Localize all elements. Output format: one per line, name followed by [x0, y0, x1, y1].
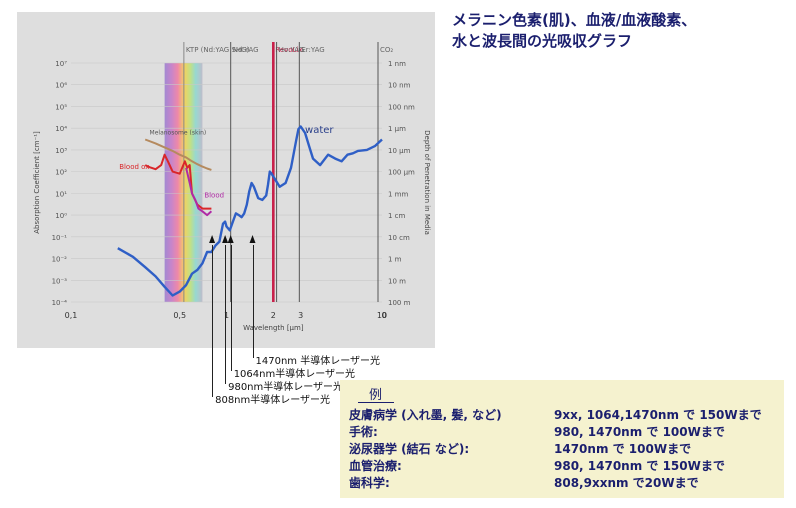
annotation-leader-line: [252, 245, 254, 358]
example-row: 手術: 980, 1470nm で 100Wまで: [349, 423, 779, 440]
title-line-1: メラニン色素(肌)、血液/血液酸素、: [452, 11, 697, 29]
series-line: [117, 125, 383, 297]
example-box: 例 皮膚病学 (入れ墨, 髪, など) 9xx, 1064,1470nm で 15…: [340, 380, 784, 498]
x-axis-label: Wavelength [µm]: [243, 324, 304, 332]
example-heading: 例: [369, 388, 383, 403]
x-tick-label: 0,5: [173, 311, 186, 320]
chart-canvas: 10⁷ 10⁶ 10⁵ 10⁴ 10³ 10² 10¹ 10⁰ 10⁻¹ 10⁻² 10⁻³ 10⁻⁴…: [33, 42, 431, 332]
example-row-value: 9xx, 1064,1470nm で 150Wまで: [554, 408, 762, 422]
laser-marker-label: RevoLix: [275, 46, 302, 54]
series-line: [144, 138, 212, 171]
annotation-label: 808nm半導体レーザー光: [215, 395, 331, 406]
annotation-leader-line: [225, 245, 227, 384]
y-tick-label: 10⁻¹: [52, 234, 68, 242]
wavelength-arrow: [227, 235, 234, 243]
example-row-value: 980, 1470nm で 150Wまで: [554, 459, 725, 473]
annotation-label: 980nm半導体レーザー光: [228, 382, 344, 393]
x-tick-label: 10: [377, 311, 387, 320]
example-heading-underline: [358, 402, 394, 403]
y-tick-label: 10²: [55, 169, 67, 177]
series-label: Blood: [204, 191, 224, 199]
y2-tick-label: 1 m: [388, 256, 402, 264]
y-tick-label: 10⁰: [55, 212, 67, 220]
annotation-label: 1064nm半導体レーザー光: [233, 369, 356, 380]
wavelength-arrow: [209, 235, 216, 243]
example-row-value: 1470nm で 100Wまで: [554, 442, 692, 456]
y2-tick-label: 100 µm: [388, 169, 415, 177]
x-tick-label: 2: [271, 311, 276, 320]
y-tick-label: 10⁷: [55, 60, 67, 68]
wavelength-arrow: [249, 235, 256, 243]
y-tick-label: 10⁴: [55, 125, 67, 133]
example-row-value: 808,9xxnm で20Wまで: [554, 476, 699, 490]
example-row-label: 手術:: [349, 425, 378, 439]
wavelength-arrow: [222, 235, 229, 243]
example-row-value: 980, 1470nm で 100Wまで: [554, 425, 725, 439]
y2-tick-label: 10 nm: [388, 82, 411, 90]
x-tick-label: 0,1: [65, 311, 78, 320]
y-tick-label: 10⁻³: [52, 277, 68, 285]
laser-marker-label: KTP (Nd:YAG SHG): [186, 46, 250, 54]
y-tick-label: 10³: [55, 147, 67, 155]
annotation-leader-line: [230, 245, 232, 371]
series-line: [144, 153, 212, 210]
laser-marker-label: Er:YAG: [301, 46, 324, 54]
y2-tick-label: 10 cm: [388, 234, 410, 242]
annotation-label: 1470nm 半導体レーザー光: [255, 356, 381, 367]
example-row-label: 泌尿器学 (結石 など):: [349, 442, 470, 456]
example-row-label: 皮膚病学 (入れ墨, 髪, など): [349, 408, 502, 422]
y2-tick-label: 100 nm: [388, 103, 415, 111]
series-line: [185, 167, 213, 217]
example-row-label: 血管治療:: [349, 459, 402, 473]
y-tick-label: 10¹: [55, 190, 67, 198]
y2-tick-label: 1 µm: [388, 125, 406, 133]
y-axis-label: Absorption Coefficient [cm⁻¹]: [33, 131, 41, 234]
annotation-leader-line: [212, 245, 214, 397]
laser-marker-label: Ho:YAG: [279, 46, 305, 54]
series-label: Melanosome (skin): [150, 130, 207, 137]
y2-tick-label: 100 m: [388, 299, 411, 307]
y2-tick-label: 10 m: [388, 277, 406, 285]
y2-tick-label: 1 nm: [388, 60, 406, 68]
y2-tick-label: 1 cm: [388, 212, 406, 220]
y-tick-label: 10⁵: [55, 103, 67, 111]
series-label: water: [305, 125, 334, 136]
example-row-label: 歯科学:: [349, 476, 390, 490]
laser-marker-label: CO₂: [380, 46, 393, 54]
example-row: 皮膚病学 (入れ墨, 髪, など) 9xx, 1064,1470nm で 150W…: [349, 406, 779, 423]
y-tick-label: 10⁻²: [52, 256, 68, 264]
y2-tick-label: 10 µm: [388, 147, 411, 155]
y2-axis-label: Depth of Penetration in Media: [423, 130, 431, 235]
x-tick-label: 1: [224, 311, 229, 320]
example-row: 歯科学: 808,9xxnm で20Wまで: [349, 474, 779, 491]
x-tick-label: 0: [381, 311, 386, 320]
example-row: 泌尿器学 (結石 など): 1470nm で 100Wまで: [349, 440, 779, 457]
y-tick-label: 10⁻⁴: [52, 299, 68, 307]
title-line-2: 水と波長間の光吸収グラフ: [452, 32, 633, 50]
y-tick-label: 10⁶: [55, 82, 67, 90]
page-title: メラニン色素(肌)、血液/血液酸素、 水と波長間の光吸収グラフ: [452, 10, 696, 52]
series-label: Blood ox: [119, 163, 149, 171]
example-row: 血管治療: 980, 1470nm で 150Wまで: [349, 457, 779, 474]
x-tick-label: 3: [298, 311, 303, 320]
laser-marker-label: Nd:YAG: [233, 46, 259, 54]
y2-tick-label: 1 mm: [388, 190, 408, 198]
